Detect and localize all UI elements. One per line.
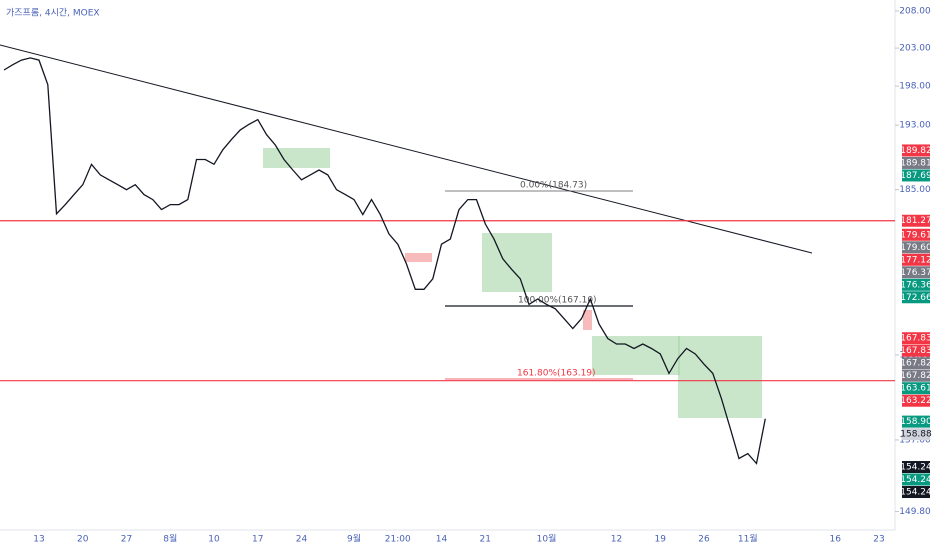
- price-tag: [902, 156, 930, 169]
- x-tick-label: 21: [480, 535, 491, 545]
- y-tick-label: 157.00: [899, 435, 931, 445]
- annotation: 161.80%(163.19): [517, 369, 596, 379]
- price-tag: [902, 332, 930, 345]
- price-tag: [902, 253, 930, 266]
- x-tick-label: 17: [252, 535, 263, 545]
- y-tick-label: 193.00: [899, 121, 931, 131]
- price-tag: [902, 228, 930, 241]
- x-tick-label: 10월: [537, 533, 557, 545]
- price-tag: [902, 461, 930, 474]
- price-tag-label: 158.90: [900, 417, 932, 427]
- x-tick-label: 16: [830, 535, 842, 545]
- price-tag-label: 187.69: [900, 171, 932, 181]
- price-tag-label: 163.22: [900, 396, 932, 406]
- price-tag-label: 179.61: [900, 230, 932, 240]
- x-tick-label: 27: [121, 535, 132, 545]
- price-tag-label: 167.83: [900, 334, 932, 344]
- x-tick-label: 8월: [163, 533, 177, 545]
- x-tick-label: 19: [655, 535, 667, 545]
- x-tick-label: 13: [33, 535, 44, 545]
- price-tag-label: 163.61: [900, 384, 932, 394]
- x-tick-label: 23: [873, 535, 884, 545]
- price-tag-label: 177.12: [900, 255, 932, 265]
- zone: [592, 336, 680, 375]
- price-tag: [902, 394, 930, 407]
- price-tag-label: 176.36: [900, 280, 932, 290]
- x-tick-label: 20: [77, 535, 89, 545]
- price-tag: [902, 144, 930, 157]
- y-tick-label: 185.00: [899, 185, 931, 195]
- zone: [678, 336, 762, 418]
- y-tick-label: 208.00: [899, 6, 931, 16]
- price-tag: [902, 382, 930, 395]
- y-tick-label: 198.00: [899, 82, 931, 92]
- price-tag: [902, 486, 930, 499]
- x-tick-label: 11월: [738, 533, 758, 545]
- price-tag: [902, 241, 930, 254]
- price-tag-label: 154.24: [900, 488, 932, 498]
- price-tag-label: 181.27: [900, 216, 932, 226]
- price-tag: [902, 214, 930, 227]
- zone: [405, 253, 432, 262]
- x-tick-label: 12: [611, 535, 622, 545]
- zone: [583, 310, 592, 330]
- price-tag-label: 167.82: [900, 359, 932, 369]
- price-tag: [902, 291, 930, 304]
- price-tag: [902, 278, 930, 291]
- annotation: 0.00%(184.73): [520, 181, 587, 191]
- price-tag-label: 189.82: [900, 146, 932, 156]
- zone: [263, 148, 330, 168]
- price-tag-label: 189.81: [900, 158, 932, 168]
- price-tag-label: 154.24: [900, 463, 932, 473]
- zones: [263, 148, 762, 418]
- x-tick-label: 14: [436, 535, 448, 545]
- zone: [482, 233, 552, 292]
- price-tag-label: 158.88: [900, 430, 932, 440]
- annotation: 100.00%(167.10): [518, 296, 597, 306]
- price-line: [3, 57, 766, 465]
- x-tick-label: 21:00: [385, 535, 411, 545]
- price-tag: [902, 369, 930, 382]
- x-tick-label: 9월: [347, 533, 361, 545]
- x-tick-label: 24: [296, 535, 308, 545]
- price-tag: [902, 169, 930, 182]
- price-tag-label: 167.82: [900, 371, 932, 381]
- price-tag: [902, 415, 930, 428]
- price-tag-label: 176.37: [900, 268, 932, 278]
- y-tick-label: 203.00: [899, 44, 931, 54]
- x-tick-label: 10: [208, 535, 220, 545]
- trend-line: [0, 44, 813, 254]
- y-tick-label: 149.80: [899, 507, 931, 517]
- price-tag: [902, 357, 930, 370]
- price-tag-label: 179.60: [900, 243, 932, 253]
- chart-title: 가즈프롬, 4시간, MOEX: [6, 8, 100, 19]
- price-tag: [902, 344, 930, 357]
- x-tick-label: 26: [698, 535, 710, 545]
- price-tag-label: 154.24: [900, 475, 932, 485]
- price-tag: [902, 428, 930, 441]
- price-tag-label: 167.83: [900, 346, 932, 356]
- price-tag: [902, 473, 930, 486]
- price-tag: [902, 266, 930, 279]
- price-tag-label: 172.66: [900, 293, 932, 303]
